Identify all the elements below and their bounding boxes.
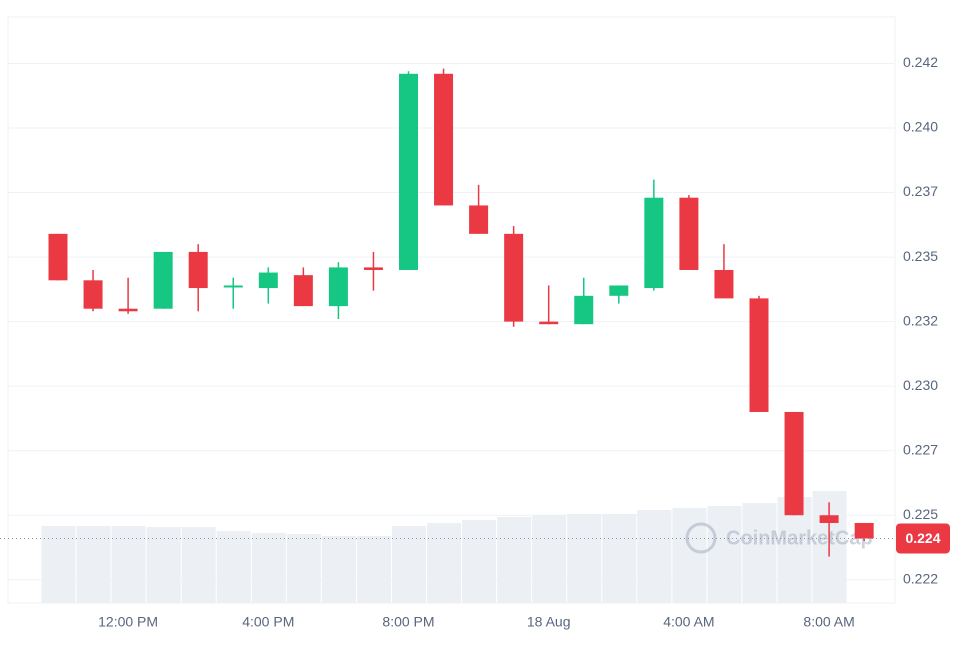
y-tick-label: 0.232 (903, 312, 938, 328)
candle-body (749, 298, 769, 412)
candle-body (644, 197, 664, 289)
candle-body (574, 295, 594, 325)
volume-bar (392, 526, 426, 603)
y-tick-label: 0.222 (903, 570, 938, 586)
x-tick-label: 8:00 PM (382, 614, 434, 630)
x-tick-label: 8:00 AM (803, 614, 854, 630)
volume-bar (637, 510, 672, 603)
y-tick-label: 0.230 (903, 377, 938, 393)
candle-body (434, 73, 454, 206)
candle-body (83, 280, 103, 309)
candle-body (363, 267, 383, 270)
y-tick-label: 0.237 (903, 183, 938, 199)
candle-body (118, 308, 138, 312)
volume-bar (427, 523, 462, 603)
candle-body (819, 515, 839, 523)
candle-body (609, 285, 629, 296)
volume-bar (672, 508, 707, 603)
volume-bar (742, 503, 777, 603)
candle-body (854, 522, 874, 539)
volume-bar (251, 533, 286, 603)
volume-bar (567, 514, 602, 603)
y-tick-label: 0.240 (903, 119, 938, 135)
volume-bar (111, 526, 146, 603)
x-tick-label: 18 Aug (527, 614, 571, 630)
candle-body (153, 251, 173, 309)
volume-bar (356, 536, 391, 603)
volume-bar (41, 526, 76, 603)
volume-bar (707, 506, 742, 603)
volume-bar (76, 526, 111, 603)
y-tick-label: 0.242 (903, 54, 938, 70)
x-tick-label: 4:00 PM (242, 614, 294, 630)
candle-body (784, 411, 804, 516)
candle-body (714, 269, 734, 299)
volume-bar (602, 514, 637, 603)
volume-bar (216, 531, 251, 603)
candle-body (258, 272, 278, 289)
watermark: CoinMarketCap (685, 522, 873, 554)
last-price-label: 0.224 (905, 530, 940, 546)
volume-bar (462, 520, 497, 603)
volume-bar (286, 534, 321, 603)
y-tick-label: 0.227 (903, 441, 938, 457)
volume-bar (146, 527, 181, 603)
x-tick-label: 12:00 PM (98, 614, 158, 630)
volume-bar (532, 515, 567, 603)
volume-bar (497, 517, 532, 603)
volume-bar (181, 527, 216, 603)
watermark-logo (685, 522, 717, 554)
candle-body (469, 205, 489, 234)
candle-body (539, 321, 559, 325)
candle-body (399, 73, 418, 270)
volume-bar (321, 536, 356, 603)
candle-body (504, 233, 524, 322)
watermark-text: CoinMarketCap (726, 527, 873, 549)
candle-body (188, 251, 208, 289)
candle-body (223, 285, 243, 288)
candle-body (293, 275, 313, 307)
candle-body (679, 197, 699, 270)
x-tick-label: 4:00 AM (663, 614, 714, 630)
candle-body (328, 267, 348, 307)
candle-body (48, 233, 68, 281)
y-tick-label: 0.235 (903, 248, 938, 264)
last-price-badge (896, 523, 950, 554)
y-tick-label: 0.225 (903, 506, 938, 522)
